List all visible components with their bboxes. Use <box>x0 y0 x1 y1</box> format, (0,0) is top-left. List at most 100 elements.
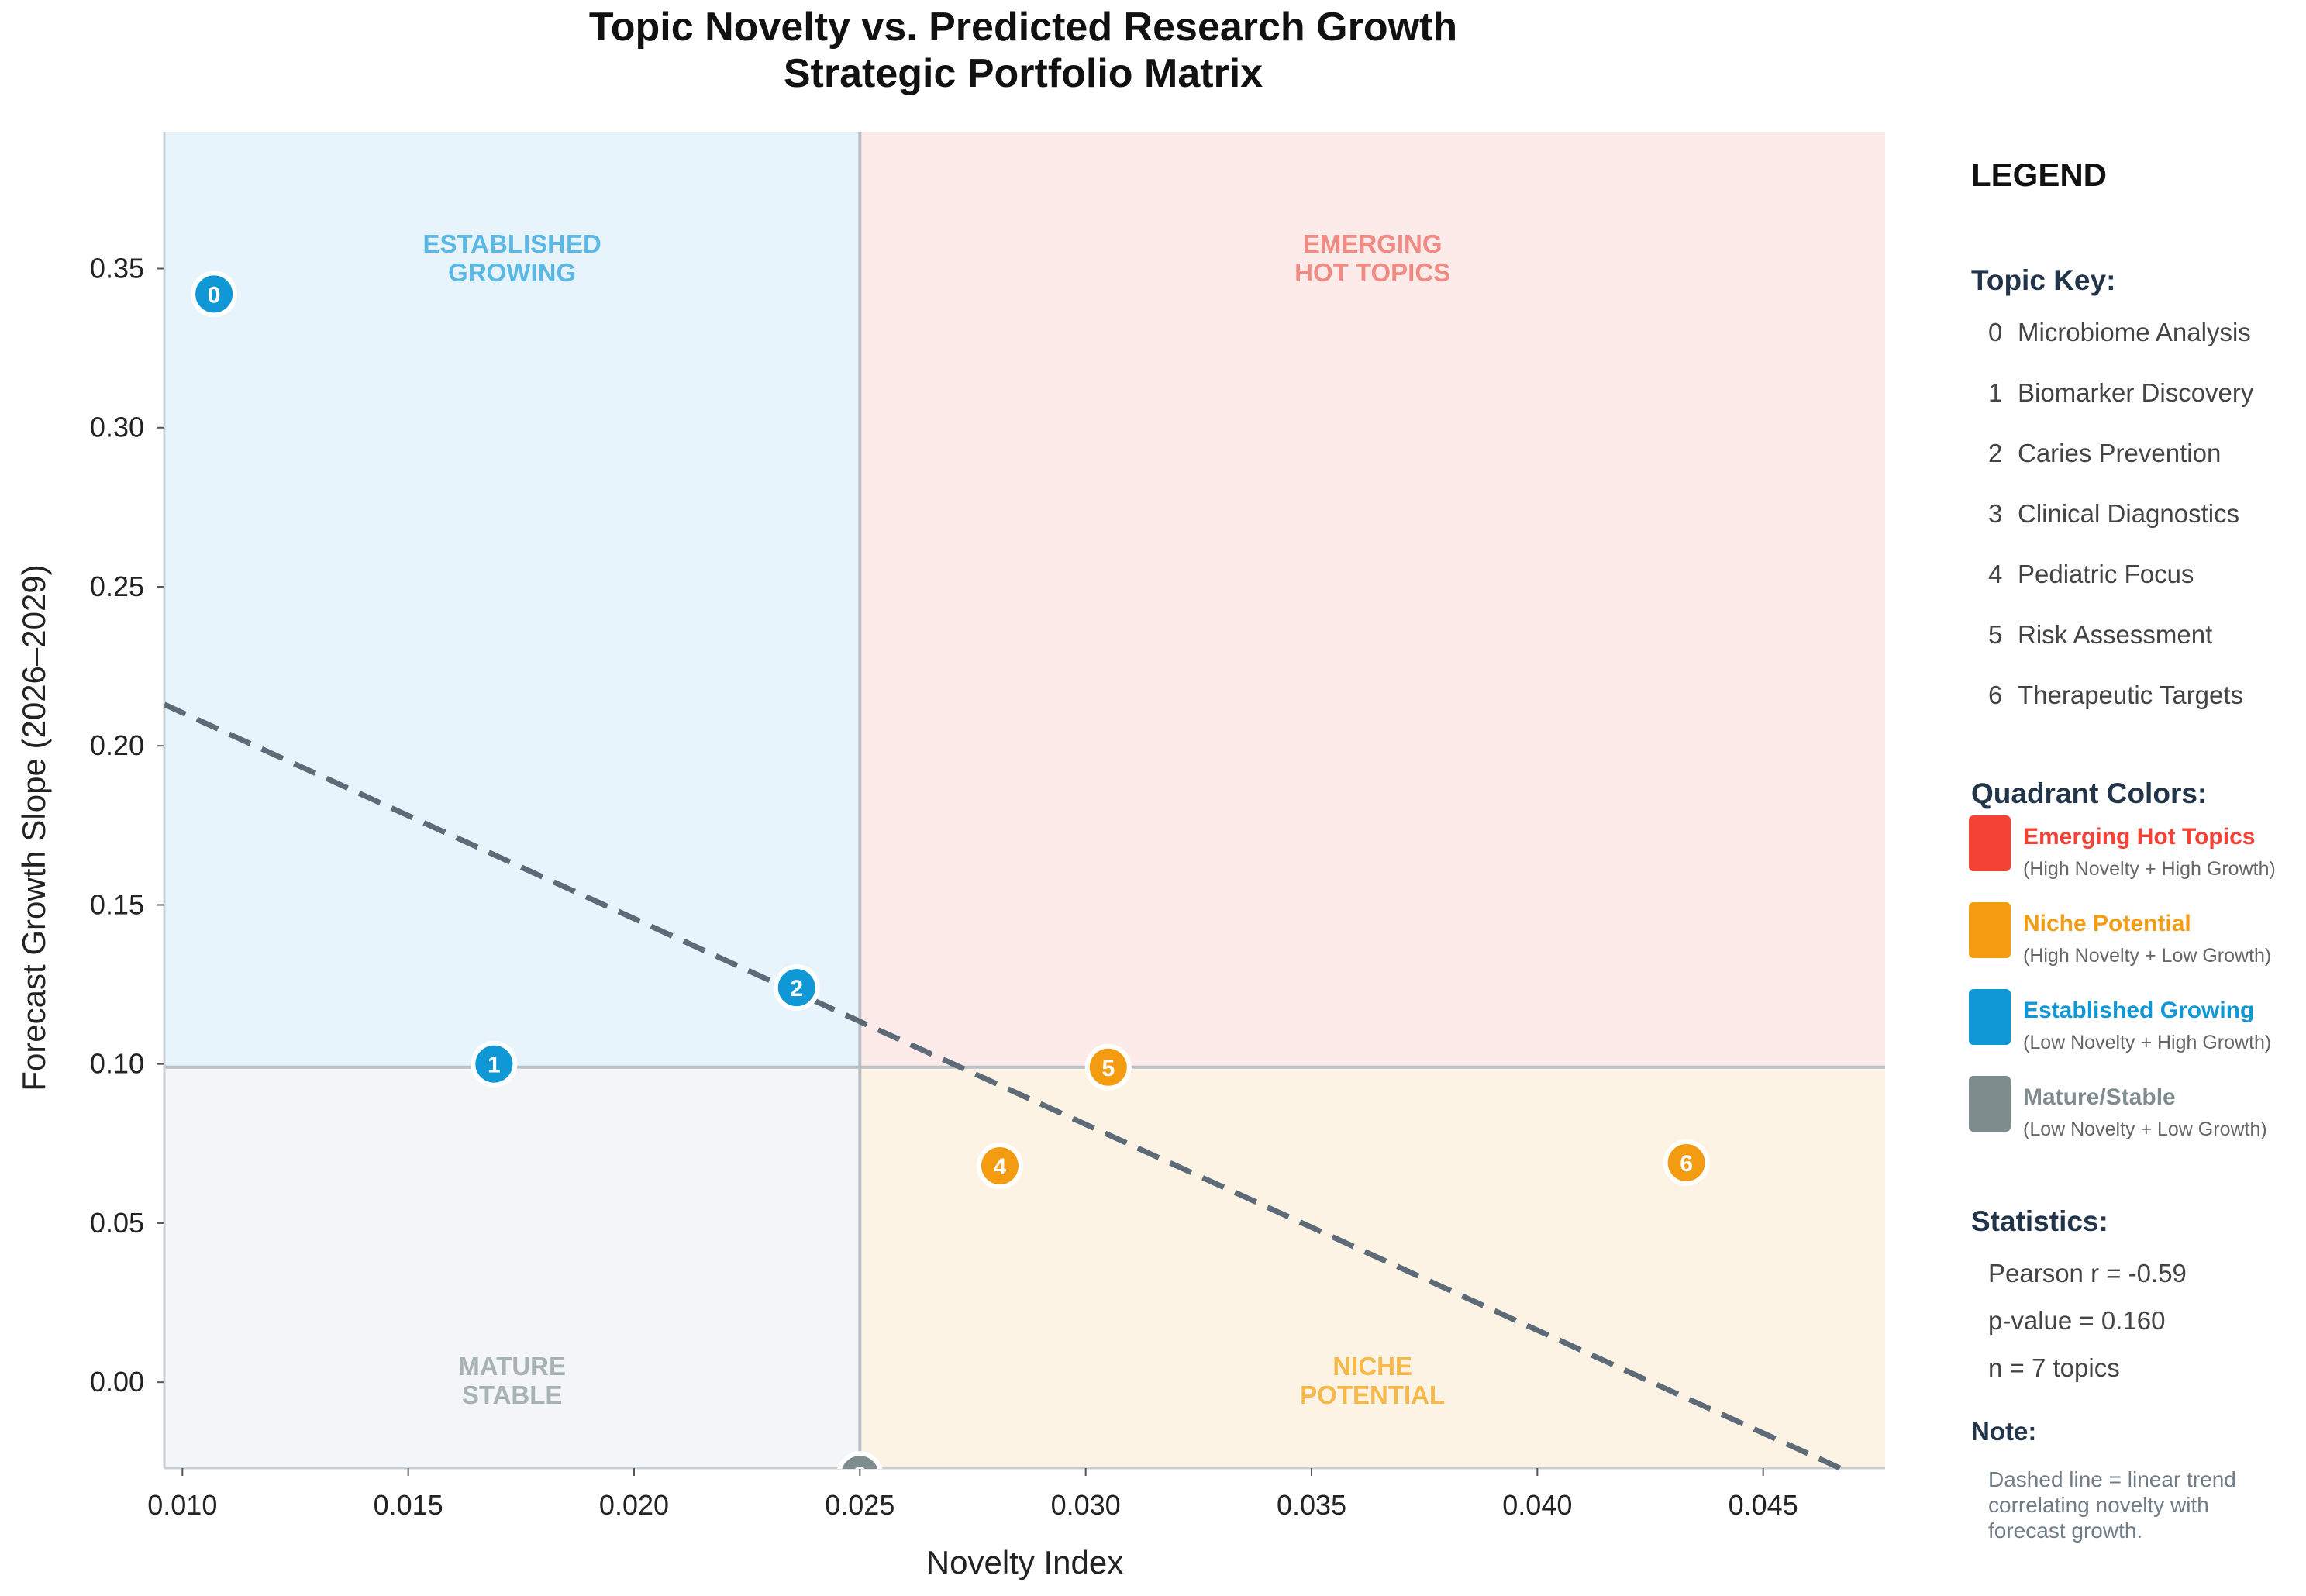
quadrant-label-emerging: EMERGING <box>1303 229 1443 258</box>
y-tick-label: 0.35 <box>90 253 144 284</box>
topic-key-number: 3 <box>1988 499 2002 528</box>
note-line: correlating novelty with <box>1988 1493 2209 1517</box>
legend-heading: LEGEND <box>1971 157 2107 193</box>
y-tick-label: 0.10 <box>90 1048 144 1080</box>
y-tick-label: 0.15 <box>90 888 144 920</box>
quadrant-color-list: Emerging Hot Topics (High Novelty + High … <box>1969 815 2276 1140</box>
note-title: Note: <box>1971 1417 2036 1446</box>
quadrant-legend-desc: (Low Novelty + High Growth) <box>2023 1032 2271 1053</box>
quadrant-swatch <box>1969 989 2011 1045</box>
quadrant-legend-desc: (Low Novelty + Low Growth) <box>2023 1119 2267 1140</box>
point-3: 3 <box>837 1451 883 1488</box>
quadrant-legend-name: Established Growing <box>2023 998 2254 1023</box>
trend-line <box>163 701 1842 1471</box>
quadrant-label-mature: MATURE <box>458 1352 566 1381</box>
point-marker <box>837 1451 883 1469</box>
quadrant-label-established: ESTABLISHED <box>422 229 601 258</box>
point-label: 0 <box>208 282 221 308</box>
point-marker <box>191 271 238 318</box>
topic-key-number: 4 <box>1988 560 2002 588</box>
y-tick-label: 0.25 <box>90 570 144 602</box>
quadrant-mature-bg <box>164 1067 860 1468</box>
point-label: 4 <box>994 1154 1007 1180</box>
point-label: 3 <box>853 1463 867 1488</box>
axes: 0.010 0.015 0.020 0.025 0.030 0.035 0.040 0.045… <box>90 132 1885 1521</box>
topic-key-name: Risk Assessment <box>2018 620 2212 649</box>
topic-key-name: Pediatric Focus <box>2018 560 2194 588</box>
topic-key-number: 6 <box>1988 681 2002 709</box>
quadrant-established-bg <box>164 132 860 1067</box>
quadrant-legend-name: Emerging Hot Topics <box>2023 824 2255 850</box>
y-axis-label: Forecast Growth Slope (2026–2029) <box>16 564 52 1091</box>
point-label: 2 <box>790 976 803 1001</box>
x-tick-label: 0.030 <box>1051 1489 1121 1521</box>
x-tick-label: 0.045 <box>1729 1489 1798 1521</box>
chart-title: Topic Novelty vs. Predicted Research Gro… <box>589 5 1457 50</box>
topic-key-title: Topic Key: <box>1971 264 2115 296</box>
statistics-title: Statistics: <box>1971 1205 2108 1237</box>
point-5: 5 <box>1084 1043 1132 1091</box>
point-4: 4 <box>976 1143 1023 1190</box>
topic-key-name: Therapeutic Targets <box>2018 681 2243 709</box>
point-marker <box>471 1040 518 1088</box>
legend-panel: LEGEND Topic Key: 0 Microbiome Analysis 1 B… <box>1969 157 2276 1543</box>
quadrant-legend-desc: (High Novelty + Low Growth) <box>2023 945 2271 967</box>
x-tick-label: 0.010 <box>147 1489 217 1521</box>
threshold-lines <box>164 132 1885 1468</box>
quadrant-swatch <box>1969 1076 2011 1132</box>
topic-key-name: Microbiome Analysis <box>2018 318 2251 346</box>
point-label: 5 <box>1101 1056 1115 1081</box>
quadrant-swatch <box>1969 902 2011 958</box>
trend-line-group <box>163 701 1842 1471</box>
point-marker <box>976 1143 1023 1190</box>
topic-key-number: 0 <box>1988 318 2002 346</box>
note-line: forecast growth. <box>1988 1518 2142 1543</box>
quadrant-legend-name: Mature/Stable <box>2023 1084 2176 1110</box>
x-tick-label: 0.035 <box>1277 1489 1346 1521</box>
topic-key-name: Clinical Diagnostics <box>2018 499 2239 528</box>
topic-key-number: 2 <box>1988 439 2002 467</box>
quadrant-legend-desc: (High Novelty + High Growth) <box>2023 858 2276 880</box>
statistic-line: p-value = 0.160 <box>1988 1306 2165 1335</box>
point-0: 0 <box>191 271 238 318</box>
x-tick-label: 0.040 <box>1502 1489 1572 1521</box>
x-tick-label: 0.025 <box>825 1489 894 1521</box>
statistic-line: n = 7 topics <box>1988 1353 2120 1382</box>
data-points: 0 1 2 3 4 5 6 <box>191 271 1710 1488</box>
statistics-list: Pearson r = -0.59 p-value = 0.160 n = 7 to… <box>1988 1259 2187 1382</box>
quadrant-colors-title: Quadrant Colors: <box>1971 777 2207 809</box>
y-tick-label: 0.05 <box>90 1207 144 1239</box>
x-tick-label: 0.015 <box>374 1489 443 1521</box>
point-1: 1 <box>471 1040 518 1088</box>
quadrant-label-emerging: HOT TOPICS <box>1294 258 1450 287</box>
chart-subtitle: Strategic Portfolio Matrix <box>784 51 1263 96</box>
x-tick-label: 0.020 <box>599 1489 669 1521</box>
topic-key-list: 0 Microbiome Analysis 1 Biomarker Discovery… <box>1988 318 2254 709</box>
topic-key-number: 5 <box>1988 620 2002 649</box>
y-tick-label: 0.30 <box>90 412 144 443</box>
point-marker <box>1663 1139 1710 1186</box>
point-marker <box>773 964 820 1012</box>
topic-key-name: Biomarker Discovery <box>2018 378 2254 407</box>
quadrant-legend-name: Niche Potential <box>2023 911 2191 936</box>
y-tick-label: 0.20 <box>90 729 144 761</box>
point-label: 1 <box>488 1053 501 1078</box>
point-label: 6 <box>1680 1151 1693 1177</box>
statistic-line: Pearson r = -0.59 <box>1988 1259 2187 1287</box>
point-6: 6 <box>1663 1139 1710 1186</box>
x-axis-label: Novelty Index <box>926 1544 1123 1580</box>
topic-key-name: Caries Prevention <box>2018 439 2221 467</box>
topic-key-number: 1 <box>1988 378 2002 407</box>
quadrant-label-established: GROWING <box>448 258 576 287</box>
quadrant-niche-bg <box>860 1067 1885 1468</box>
quadrant-swatch <box>1969 815 2011 871</box>
quadrant-emerging-bg <box>860 132 1885 1067</box>
quadrant-label-niche: POTENTIAL <box>1300 1381 1445 1409</box>
point-2: 2 <box>773 964 820 1012</box>
point-marker <box>1084 1043 1132 1091</box>
quadrant-label-niche: NICHE <box>1332 1352 1412 1381</box>
y-tick-label: 0.00 <box>90 1366 144 1398</box>
